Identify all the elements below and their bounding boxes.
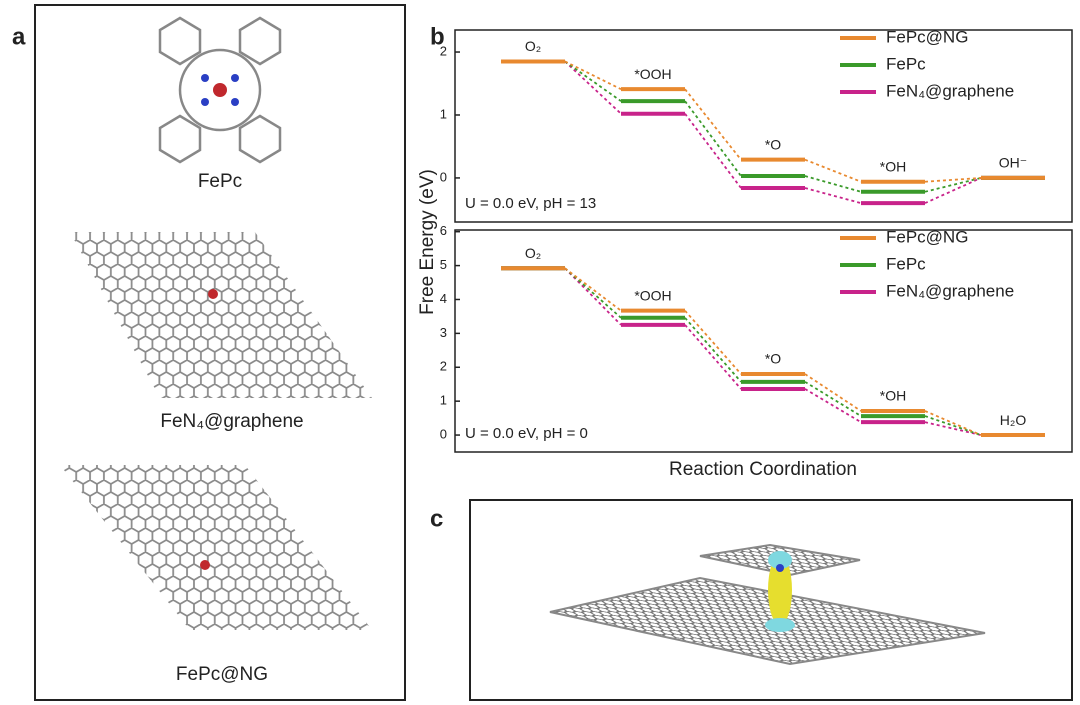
y-tick-label: 4 xyxy=(440,291,447,306)
y-tick-label: 0 xyxy=(440,426,447,441)
y-axis-label: Free Energy (eV) xyxy=(417,169,438,315)
legend-label: FeN₄@graphene xyxy=(886,281,1014,300)
level-label: *OOH xyxy=(634,66,671,82)
panel-c-frame xyxy=(469,499,1073,701)
molecule-caption: FePc xyxy=(198,171,242,192)
panel-label: b xyxy=(430,23,445,50)
connector xyxy=(804,158,862,183)
fe-atom xyxy=(200,560,210,570)
connector xyxy=(564,60,622,90)
connector xyxy=(804,175,862,193)
level-label: O₂ xyxy=(525,38,541,54)
plot-frame xyxy=(454,29,1073,223)
graphene-sheet xyxy=(60,465,372,630)
connector xyxy=(564,267,622,312)
connector xyxy=(684,310,742,375)
plot-frame xyxy=(454,229,1073,453)
y-tick-label: 2 xyxy=(440,359,447,374)
molecule-caption: FeN₄@graphene xyxy=(160,411,303,432)
panel-label: c xyxy=(430,505,443,532)
connector xyxy=(804,381,862,417)
connector xyxy=(564,267,622,326)
connector xyxy=(924,177,982,193)
charge-density-image xyxy=(549,543,986,666)
legend-label: FePc@NG xyxy=(886,27,968,46)
fe-atom xyxy=(208,289,218,299)
connector xyxy=(804,187,862,204)
y-tick-label: 6 xyxy=(440,223,447,238)
x-axis-label: Reaction Coordination xyxy=(669,459,857,480)
connector xyxy=(924,177,982,204)
annotation: U = 0.0 eV, pH = 0 xyxy=(465,425,588,442)
level-label: *OH xyxy=(880,388,906,404)
connector xyxy=(684,324,742,390)
connector xyxy=(804,388,862,423)
connector xyxy=(564,60,622,115)
connector xyxy=(924,410,982,436)
legend-label: FePc@NG xyxy=(886,227,968,246)
graphene-sheet xyxy=(70,232,372,398)
panel-label: a xyxy=(12,23,26,50)
y-tick-label: 2 xyxy=(440,43,447,58)
y-tick-label: 5 xyxy=(440,257,447,272)
connector xyxy=(564,60,622,102)
legend-label: FePc xyxy=(886,254,926,273)
fepc-molecule xyxy=(158,16,282,164)
level-label: *O xyxy=(765,351,781,367)
level-label: OH⁻ xyxy=(999,155,1027,171)
y-tick-label: 1 xyxy=(440,106,447,121)
connector xyxy=(684,100,742,177)
y-tick-label: 0 xyxy=(440,169,447,184)
connector xyxy=(684,113,742,189)
connector xyxy=(564,267,622,319)
level-label: H₂O xyxy=(1000,412,1027,428)
molecule-caption: FePc@NG xyxy=(176,664,268,685)
panel-a-frame xyxy=(34,4,406,701)
level-label: *OH xyxy=(880,158,906,174)
connector xyxy=(924,415,982,436)
y-tick-label: 1 xyxy=(440,393,447,408)
level-label: O₂ xyxy=(525,245,541,261)
annotation: U = 0.0 eV, pH = 13 xyxy=(465,195,596,212)
y-tick-label: 3 xyxy=(440,325,447,340)
level-label: *OOH xyxy=(634,287,671,303)
level-label: *O xyxy=(765,136,781,152)
connector xyxy=(804,373,862,412)
legend-label: FeN₄@graphene xyxy=(886,81,1014,100)
legend-label: FePc xyxy=(886,54,926,73)
connector xyxy=(684,317,742,383)
